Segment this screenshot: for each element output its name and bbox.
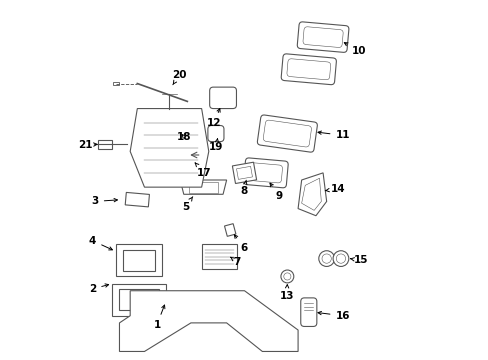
FancyBboxPatch shape [281,54,336,85]
Text: 11: 11 [317,130,349,140]
Polygon shape [201,244,237,269]
FancyBboxPatch shape [243,158,287,188]
Polygon shape [180,180,226,194]
Text: 6: 6 [234,235,247,253]
Bar [125,192,149,207]
Text: 20: 20 [172,69,186,85]
Text: 16: 16 [317,311,349,321]
FancyBboxPatch shape [207,126,224,141]
Text: 21: 21 [78,140,97,150]
Text: 14: 14 [325,184,345,194]
Polygon shape [130,109,208,187]
Bar [236,166,252,179]
FancyBboxPatch shape [249,163,282,183]
FancyBboxPatch shape [257,115,317,152]
Text: 2: 2 [89,284,108,294]
Circle shape [322,254,331,263]
FancyBboxPatch shape [286,59,330,80]
Text: 18: 18 [177,132,191,142]
Circle shape [332,251,348,266]
Bar [224,224,235,237]
FancyBboxPatch shape [297,22,348,52]
FancyBboxPatch shape [168,119,184,141]
Text: 4: 4 [89,236,112,250]
Bar [232,162,256,184]
FancyBboxPatch shape [303,27,343,48]
Bar [113,82,118,85]
Text: 12: 12 [206,109,221,128]
Text: 1: 1 [153,305,164,330]
Text: 19: 19 [208,139,223,152]
FancyBboxPatch shape [263,120,311,147]
Text: 15: 15 [350,255,367,265]
Polygon shape [119,291,298,351]
Text: 3: 3 [91,197,117,206]
Polygon shape [298,173,326,216]
Bar [98,140,112,149]
Polygon shape [301,178,321,210]
Text: 10: 10 [344,42,366,57]
FancyBboxPatch shape [209,87,236,109]
Circle shape [283,273,290,280]
Text: 5: 5 [182,197,192,212]
FancyBboxPatch shape [300,298,316,327]
Text: 9: 9 [269,183,283,201]
Polygon shape [112,284,165,316]
Text: 13: 13 [279,285,293,301]
Bar [189,182,217,193]
Circle shape [281,270,293,283]
Polygon shape [123,249,155,271]
Polygon shape [116,244,162,276]
Circle shape [336,254,345,263]
Circle shape [318,251,334,266]
Polygon shape [119,289,159,310]
Text: 8: 8 [240,180,247,196]
Text: 17: 17 [195,163,211,178]
Text: 7: 7 [230,257,241,267]
